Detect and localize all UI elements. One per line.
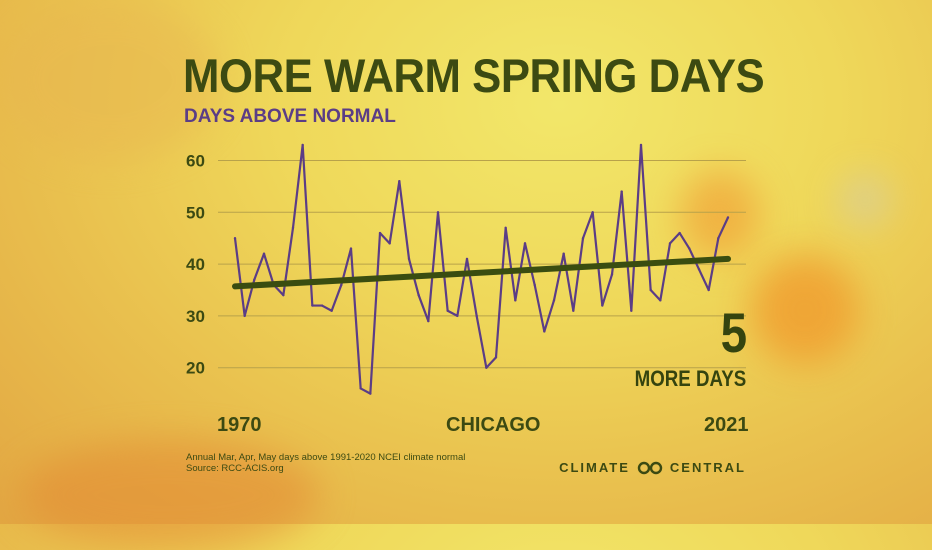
- trend-line: [232, 255, 731, 290]
- data-point: [610, 273, 614, 276]
- background-flower: [0, 0, 220, 160]
- y-tick-label: 60: [186, 152, 205, 171]
- data-point: [311, 304, 314, 307]
- data-point: [253, 278, 256, 281]
- data-point: [726, 216, 730, 219]
- data-point: [407, 257, 411, 261]
- annotation-number: 5: [720, 301, 747, 364]
- data-point: [301, 143, 304, 147]
- brand-name-left: CLIMATE: [559, 460, 630, 475]
- line-chart: 20 30 40 50 60: [186, 143, 746, 395]
- annotation-text: MORE DAYS: [634, 366, 746, 391]
- x-start-label: 1970: [217, 414, 262, 436]
- data-point: [282, 293, 285, 297]
- data-point: [436, 211, 440, 214]
- data-point: [369, 392, 372, 395]
- data-point: [688, 247, 691, 250]
- data-point: [639, 143, 643, 147]
- background-flower: [680, 170, 760, 260]
- data-point: [243, 314, 246, 318]
- data-point: [504, 226, 507, 230]
- data-point: [388, 242, 391, 245]
- data-point: [533, 283, 536, 287]
- x-center-label: CHICAGO: [446, 414, 541, 436]
- data-point: [378, 231, 382, 235]
- data-point: [514, 299, 517, 302]
- data-point: [340, 283, 343, 287]
- data-point: [620, 190, 623, 193]
- data-point: [320, 304, 324, 307]
- data-point: [523, 242, 527, 245]
- data-point: [668, 242, 672, 245]
- data-point: [349, 247, 353, 250]
- background-flower-bud: [840, 175, 890, 225]
- y-tick-label: 30: [186, 307, 205, 326]
- data-point: [465, 257, 469, 261]
- footnote-source: Source: RCC-ACIS.org: [186, 463, 284, 474]
- data-point: [359, 387, 362, 390]
- background-flower: [750, 255, 860, 365]
- data-point: [456, 314, 459, 318]
- climate-central-logo-icon: [637, 461, 663, 474]
- data-point: [543, 330, 546, 333]
- data-point: [494, 356, 498, 359]
- data-point: [697, 268, 701, 271]
- data-point: [475, 314, 478, 318]
- data-point: [417, 293, 420, 297]
- y-tick-label: 50: [186, 203, 205, 222]
- data-point: [562, 252, 565, 255]
- footnote: Annual Mar, Apr, May days above 1991-202…: [186, 452, 465, 474]
- data-point: [427, 319, 430, 323]
- y-tick-label: 40: [186, 255, 205, 274]
- data-point: [630, 309, 633, 312]
- brand-logo: CLIMATE CENTRAL: [559, 460, 746, 475]
- data-point: [446, 309, 449, 312]
- data-point: [485, 366, 488, 369]
- data-point: [707, 288, 710, 292]
- data-point: [233, 237, 237, 240]
- data-point: [330, 309, 333, 312]
- data-point: [572, 309, 575, 312]
- data-point: [649, 288, 652, 292]
- footnote-description: Annual Mar, Apr, May days above 1991-202…: [186, 452, 466, 463]
- data-point: [591, 211, 594, 214]
- data-point: [398, 180, 401, 183]
- data-point: [678, 231, 681, 235]
- data-point: [552, 299, 556, 302]
- data-point: [717, 237, 720, 240]
- x-end-label: 2021: [704, 414, 749, 436]
- data-point: [601, 304, 604, 307]
- brand-name-right: CENTRAL: [669, 460, 746, 475]
- chart-title: MORE WARM SPRING DAYS: [183, 49, 765, 102]
- data-point: [581, 237, 585, 240]
- data-point: [291, 226, 295, 230]
- chart-subtitle: DAYS ABOVE NORMAL: [184, 106, 396, 127]
- data-point: [659, 299, 662, 302]
- series-line: [233, 143, 729, 395]
- y-tick-label: 20: [186, 359, 205, 378]
- data-point: [262, 252, 266, 255]
